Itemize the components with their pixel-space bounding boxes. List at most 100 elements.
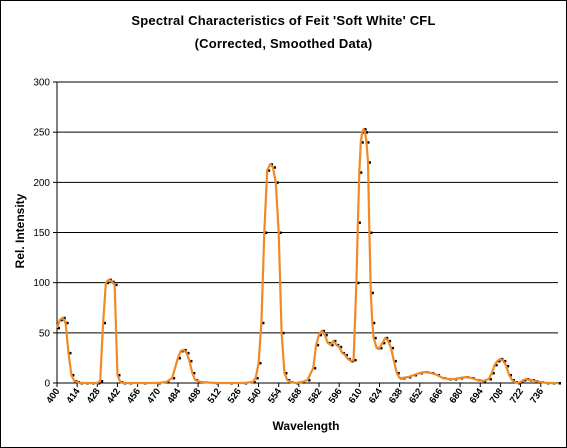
data-marker bbox=[253, 380, 256, 384]
data-marker bbox=[385, 336, 389, 340]
y-tick-label: 50 bbox=[39, 328, 51, 339]
data-marker bbox=[259, 361, 262, 365]
y-tick-label: 0 bbox=[44, 379, 50, 390]
data-marker bbox=[187, 351, 190, 355]
data-marker bbox=[71, 373, 75, 377]
data-marker bbox=[316, 343, 320, 347]
data-marker bbox=[362, 131, 366, 134]
x-tick-label: 666 bbox=[427, 386, 445, 405]
data-marker bbox=[66, 321, 69, 325]
x-tick-label: 470 bbox=[145, 386, 163, 405]
data-marker bbox=[264, 231, 268, 234]
data-marker bbox=[356, 281, 360, 285]
data-marker bbox=[308, 378, 311, 382]
axes bbox=[53, 81, 558, 387]
x-tick-label: 596 bbox=[327, 386, 345, 405]
x-tick-label: 484 bbox=[165, 386, 184, 406]
data-marker bbox=[394, 359, 397, 363]
x-tick-label: 414 bbox=[65, 386, 84, 406]
data-marker bbox=[325, 333, 328, 337]
data-marker bbox=[506, 364, 510, 368]
data-marker bbox=[379, 346, 383, 350]
data-marker bbox=[279, 231, 282, 234]
data-marker bbox=[172, 376, 176, 380]
data-marker bbox=[57, 326, 60, 330]
data-marker bbox=[365, 131, 369, 134]
data-marker bbox=[388, 339, 392, 343]
data-marker bbox=[189, 359, 193, 363]
y-tick-label: 200 bbox=[33, 178, 50, 189]
x-tick-label: 694 bbox=[468, 386, 487, 406]
data-marker bbox=[117, 373, 121, 377]
series-line bbox=[55, 128, 558, 385]
x-tick-label: 442 bbox=[105, 386, 123, 405]
data-marker bbox=[97, 382, 101, 385]
x-tick-label: 736 bbox=[528, 386, 546, 405]
data-marker bbox=[397, 371, 400, 375]
chart-title: Spectral Characteristics of Feit 'Soft W… bbox=[131, 13, 436, 28]
data-marker bbox=[345, 353, 348, 357]
y-tick-label: 250 bbox=[33, 128, 50, 139]
data-marker bbox=[354, 358, 357, 362]
data-marker bbox=[267, 169, 271, 172]
data-marker bbox=[521, 380, 524, 384]
data-marker bbox=[489, 377, 492, 381]
x-tick-label: 428 bbox=[85, 386, 103, 405]
data-marker bbox=[359, 171, 363, 174]
data-marker bbox=[331, 343, 334, 347]
x-tick-label: 582 bbox=[306, 386, 324, 405]
x-tick-label: 624 bbox=[367, 386, 386, 406]
x-tick-labels: 400 414 428 442 456 470 484 498 512 526 540 554 568 5… bbox=[44, 386, 546, 406]
data-marker bbox=[112, 280, 115, 284]
data-marker bbox=[313, 366, 317, 370]
data-marker bbox=[282, 331, 285, 335]
data-marker bbox=[273, 166, 276, 169]
x-tick-label: 638 bbox=[387, 386, 405, 405]
data-marker bbox=[374, 336, 377, 340]
data-marker bbox=[166, 380, 170, 384]
data-marker bbox=[261, 321, 265, 325]
data-marker bbox=[115, 283, 118, 287]
data-marker bbox=[322, 329, 325, 333]
data-marker bbox=[319, 333, 323, 337]
x-tick-label: 540 bbox=[246, 386, 264, 405]
data-marker bbox=[192, 371, 196, 375]
data-marker bbox=[371, 291, 374, 295]
x-tick-label: 708 bbox=[488, 386, 506, 405]
data-marker bbox=[69, 351, 72, 355]
data-marker bbox=[339, 345, 343, 349]
data-marker bbox=[270, 163, 274, 166]
x-tick-label: 610 bbox=[347, 386, 365, 405]
data-marker bbox=[106, 281, 109, 285]
y-axis-label: Rel. Intensity bbox=[13, 193, 27, 268]
x-tick-label: 652 bbox=[407, 386, 425, 405]
data-marker bbox=[276, 181, 279, 184]
data-marker bbox=[367, 141, 370, 144]
x-tick-label: 498 bbox=[185, 386, 203, 405]
data-marker bbox=[372, 321, 376, 325]
x-tick-label: 722 bbox=[508, 386, 526, 405]
data-marker bbox=[558, 382, 561, 385]
series-layer bbox=[55, 128, 561, 385]
x-tick-label: 512 bbox=[206, 386, 224, 405]
data-marker bbox=[509, 373, 513, 377]
data-marker bbox=[498, 359, 501, 363]
chart-subtitle: (Corrected, Smoothed Data) bbox=[194, 36, 373, 51]
data-marker bbox=[382, 341, 386, 345]
y-tick-label: 100 bbox=[33, 278, 50, 289]
data-marker bbox=[103, 321, 107, 325]
data-marker bbox=[495, 363, 498, 367]
data-marker bbox=[503, 359, 507, 363]
data-marker bbox=[178, 356, 181, 360]
data-marker bbox=[368, 161, 371, 164]
data-marker bbox=[333, 339, 337, 343]
data-marker bbox=[100, 379, 104, 383]
data-marker bbox=[364, 128, 367, 131]
x-tick-label: 456 bbox=[125, 386, 143, 405]
data-marker bbox=[358, 221, 361, 224]
x-axis-label: Wavelength bbox=[273, 419, 340, 433]
data-marker bbox=[391, 346, 394, 350]
x-tick-label: 568 bbox=[286, 386, 304, 405]
data-marker bbox=[63, 316, 66, 320]
